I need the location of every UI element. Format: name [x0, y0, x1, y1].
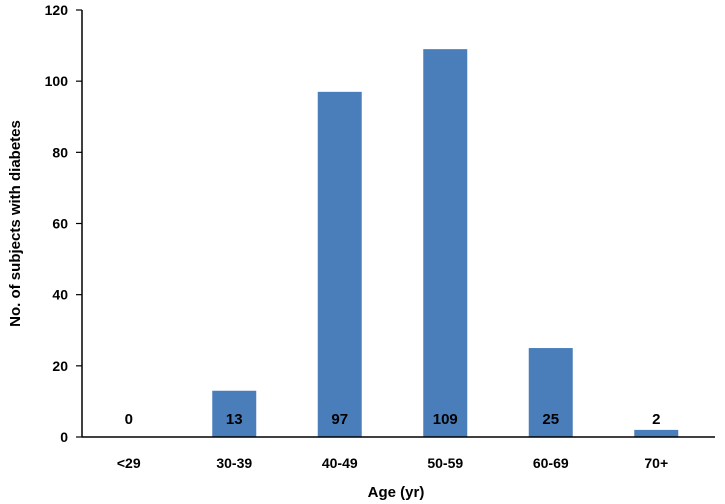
- data-label: 109: [433, 411, 458, 428]
- y-tick-label: 100: [45, 73, 69, 89]
- x-axis-title: Age (yr): [368, 484, 425, 501]
- bars: [212, 49, 679, 438]
- x-tick-label: 40-49: [322, 455, 358, 471]
- x-axis-tick-labels: <29 30-39 40-49 50-59 60-69 70+: [117, 455, 668, 471]
- y-tick-label: 60: [52, 216, 68, 232]
- x-tick-label: 30-39: [216, 455, 252, 471]
- data-labels: 0 13 97 109 25 2: [125, 411, 661, 428]
- data-label: 2: [652, 411, 660, 428]
- bar: [317, 91, 362, 437]
- y-tick-label: 40: [52, 287, 68, 303]
- y-tick-label: 0: [60, 429, 68, 445]
- bar: [634, 429, 679, 437]
- y-axis-ticks: 0 20 40 60 80 100 120: [45, 2, 82, 445]
- y-axis-title: No. of subjects with diabetes: [7, 120, 24, 327]
- bar: [528, 348, 573, 437]
- y-tick-label: 80: [52, 144, 68, 160]
- data-label: 0: [125, 411, 133, 428]
- data-label: 13: [226, 411, 243, 428]
- x-tick-label: 70+: [644, 455, 668, 471]
- bar: [212, 390, 257, 437]
- x-tick-label: 60-69: [533, 455, 569, 471]
- x-tick-label: 50-59: [427, 455, 463, 471]
- x-tick-label: <29: [117, 455, 141, 471]
- y-tick-label: 120: [45, 2, 69, 18]
- data-label: 97: [331, 411, 348, 428]
- y-tick-label: 20: [52, 358, 68, 374]
- data-label: 25: [542, 411, 559, 428]
- bar: [423, 49, 468, 438]
